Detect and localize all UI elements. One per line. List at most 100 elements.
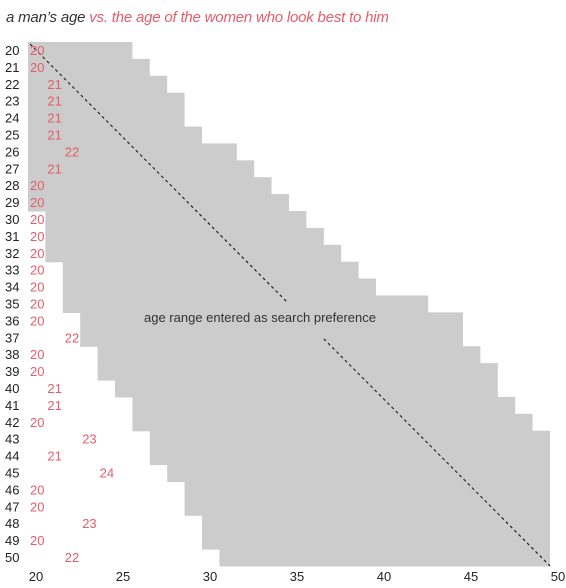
- chart-title: a man’s age vs. the age of the women who…: [6, 9, 389, 26]
- search-range-band-22: [28, 75, 168, 94]
- search-range-band-26: [28, 143, 237, 161]
- male-age-label: 29: [5, 195, 19, 210]
- preferred-age-label: 21: [47, 77, 61, 92]
- male-age-label: 25: [5, 128, 19, 143]
- male-age-label: 21: [5, 60, 19, 75]
- search-range-band-46: [184, 481, 550, 499]
- preferred-age-label: 20: [30, 347, 44, 362]
- preferred-age-label: 22: [65, 144, 79, 159]
- male-age-label: 43: [5, 432, 19, 447]
- male-age-label: 41: [5, 398, 19, 413]
- search-range-band-30: [45, 211, 307, 229]
- preferred-age-label: 21: [47, 381, 61, 396]
- male-age-label: 22: [5, 77, 19, 92]
- male-age-label: 42: [5, 415, 19, 430]
- x-tick-label: 20: [29, 569, 43, 584]
- search-range-band-44: [149, 447, 551, 466]
- male-age-label: 37: [5, 330, 19, 345]
- male-age-label: 34: [5, 280, 19, 295]
- preferred-age-label: 20: [30, 533, 44, 548]
- search-range-band-38: [97, 346, 481, 364]
- male-age-label: 39: [5, 364, 19, 379]
- male-age-label: 46: [5, 482, 19, 497]
- search-range-band-39: [97, 363, 498, 381]
- male-age-label: 30: [5, 212, 19, 227]
- equal-age-diagonal: [29, 43, 287, 302]
- search-range-band-31: [45, 227, 324, 246]
- search-range-band-37: [80, 329, 463, 347]
- search-range-band-35: [62, 295, 429, 313]
- preferred-age-label: 20: [30, 482, 44, 497]
- x-tick-label: 50: [551, 569, 565, 584]
- search-range-band-50: [219, 549, 550, 567]
- search-range-band-27: [28, 160, 255, 178]
- male-age-label: 38: [5, 347, 19, 362]
- preferred-age-label: 20: [30, 313, 44, 328]
- male-age-label: 31: [5, 229, 19, 244]
- x-tick-label: 45: [464, 569, 478, 584]
- male-age-label: 40: [5, 381, 19, 396]
- preferred-age-label: 20: [30, 178, 44, 193]
- male-age-label: 26: [5, 144, 19, 159]
- search-range-band-45: [167, 464, 550, 482]
- male-age-label: 45: [5, 466, 19, 481]
- preferred-age-label: 20: [30, 246, 44, 261]
- x-tick-label: 30: [203, 569, 217, 584]
- preferred-age-label: 21: [47, 449, 61, 464]
- preferred-age-label: 20: [30, 263, 44, 278]
- search-range-band-48: [202, 515, 550, 533]
- preferred-age-label: 24: [100, 466, 114, 481]
- male-age-label: 50: [5, 550, 19, 565]
- preferred-age-label: 20: [30, 415, 44, 430]
- search-range-band-40: [115, 380, 498, 398]
- search-range-band-25: [28, 126, 202, 144]
- male-age-label: 27: [5, 161, 19, 176]
- x-tick-label: 35: [290, 569, 304, 584]
- preferred-age-label: 21: [47, 94, 61, 109]
- x-tick-label: 40: [377, 569, 391, 584]
- search-range-band-43: [149, 430, 551, 449]
- preferred-age-label: 21: [47, 398, 61, 413]
- preferred-age-labels: 2020212121212221202020202020202020222020…: [30, 43, 114, 565]
- preferred-age-label: 20: [30, 43, 44, 58]
- preferred-age-label: 22: [65, 330, 79, 345]
- male-age-label: 48: [5, 516, 19, 531]
- preferred-age-label: 20: [30, 364, 44, 379]
- preferred-age-label: 20: [30, 195, 44, 210]
- search-range-band-23: [28, 92, 185, 111]
- search-range-band-29: [28, 194, 289, 212]
- x-axis-tick-labels: 20 25 30 35 40 45 50: [29, 569, 565, 584]
- male-age-label: 20: [5, 43, 19, 58]
- search-range-band-21: [28, 58, 150, 77]
- search-range-band-24: [28, 109, 185, 128]
- male-age-label: 33: [5, 263, 19, 278]
- x-tick-label: 25: [116, 569, 130, 584]
- search-range-band-49: [202, 532, 550, 550]
- search-range-annotation: age range entered as search preference: [144, 310, 376, 325]
- male-age-label: 24: [5, 111, 19, 126]
- preferred-age-label: 23: [82, 432, 96, 447]
- title-part-mans-age: a man’s age: [6, 9, 86, 26]
- male-age-label: 36: [5, 313, 19, 328]
- preferred-age-label: 20: [30, 499, 44, 514]
- preferred-age-label: 21: [47, 161, 61, 176]
- male-age-label: 35: [5, 297, 19, 312]
- search-range-band-20: [28, 42, 133, 60]
- male-age-label: 28: [5, 178, 19, 193]
- preferred-age-label: 22: [65, 550, 79, 565]
- title-part-womens-age: vs. the age of the women who look best t…: [89, 9, 389, 26]
- preferred-age-label: 20: [30, 212, 44, 227]
- search-range-band-28: [28, 177, 272, 195]
- search-range-band-32: [45, 244, 342, 263]
- search-range-band-36: [80, 312, 463, 330]
- search-range-bands: [28, 42, 551, 567]
- male-age-label: 23: [5, 94, 19, 109]
- male-age-label: 32: [5, 246, 19, 261]
- search-range-band-47: [184, 498, 550, 516]
- preferred-age-label: 20: [30, 229, 44, 244]
- preferred-age-label: 21: [47, 111, 61, 126]
- preferred-age-label: 21: [47, 128, 61, 143]
- male-age-label: 47: [5, 499, 19, 514]
- search-range-band-34: [62, 278, 377, 297]
